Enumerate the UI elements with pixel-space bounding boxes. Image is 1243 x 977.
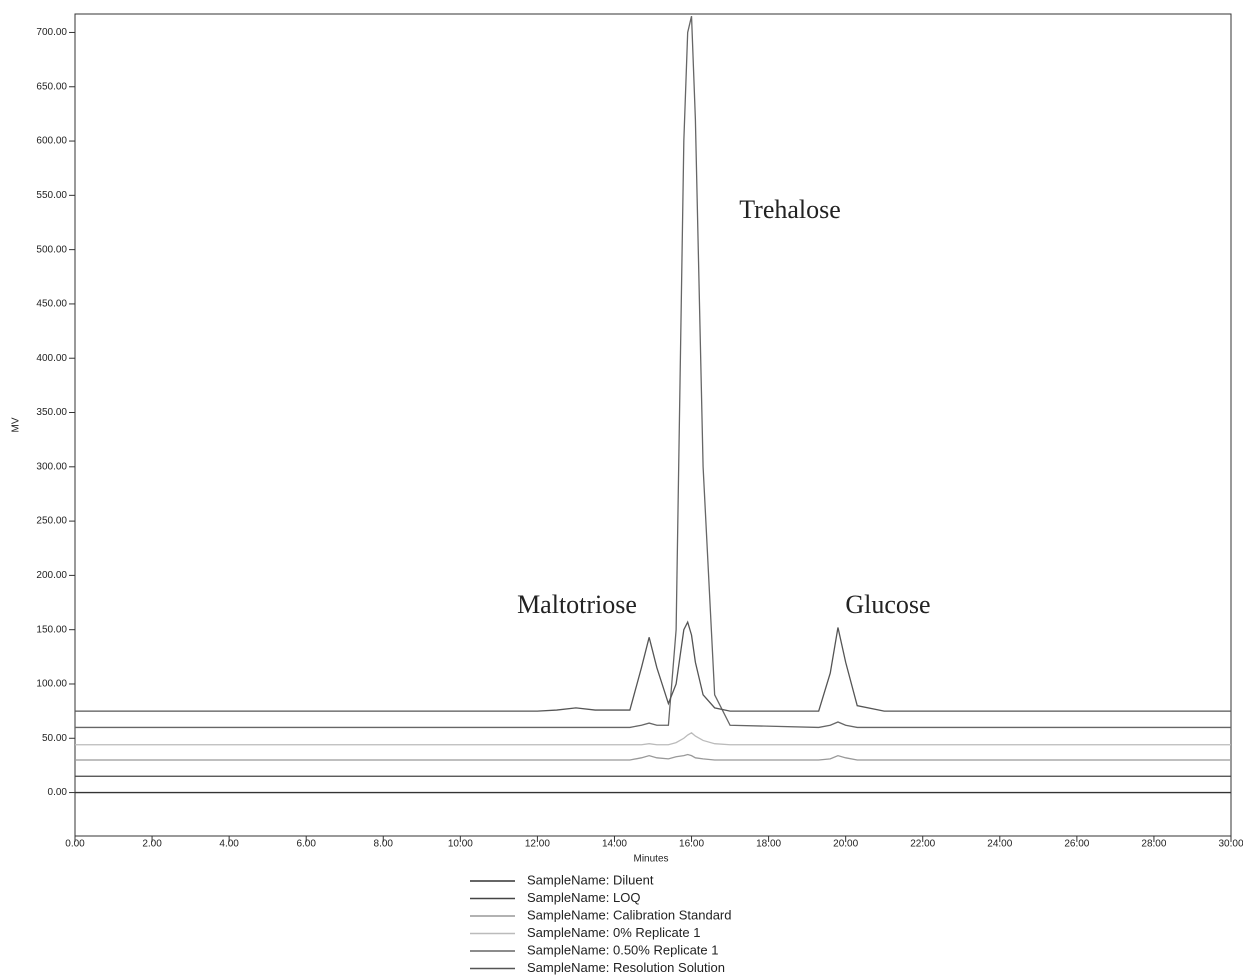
x-axis-label: Minutes bbox=[633, 854, 668, 865]
x-tick-label: 20.00 bbox=[833, 839, 858, 850]
y-tick-label: 350.00 bbox=[36, 407, 67, 418]
x-tick-label: 18.00 bbox=[756, 839, 781, 850]
plot-frame bbox=[74, 13, 1232, 837]
x-tick-label: 24.00 bbox=[987, 839, 1012, 850]
series-line bbox=[75, 16, 1231, 729]
x-tick-label: 30.00 bbox=[1218, 839, 1243, 850]
x-tick-label: 6.00 bbox=[296, 839, 316, 850]
series-line bbox=[75, 620, 1231, 712]
y-tick-label: 0.00 bbox=[48, 787, 68, 798]
y-tick-label: 200.00 bbox=[36, 570, 67, 581]
y-tick-label: 300.00 bbox=[36, 461, 67, 472]
y-tick-label: 50.00 bbox=[42, 733, 67, 744]
x-tick-label: 10.00 bbox=[448, 839, 473, 850]
legend-label: SampleName: 0% Replicate 1 bbox=[527, 925, 700, 940]
y-tick-label: 400.00 bbox=[36, 353, 67, 364]
x-tick-label: 8.00 bbox=[374, 839, 394, 850]
x-tick-label: 28.00 bbox=[1141, 839, 1166, 850]
y-tick-label: 100.00 bbox=[36, 679, 67, 690]
y-tick-label: 250.00 bbox=[36, 516, 67, 527]
series-line bbox=[75, 732, 1231, 746]
x-tick-label: 16.00 bbox=[679, 839, 704, 850]
series-line bbox=[75, 753, 1231, 761]
y-tick-label: 550.00 bbox=[36, 190, 67, 201]
legend-label: SampleName: Diluent bbox=[527, 872, 654, 887]
y-tick-label: 500.00 bbox=[36, 244, 67, 255]
y-tick-label: 150.00 bbox=[36, 624, 67, 635]
legend-label: SampleName: Calibration Standard bbox=[527, 907, 732, 922]
y-axis-label: MV bbox=[11, 417, 22, 432]
x-tick-label: 0.00 bbox=[65, 839, 85, 850]
peak-label: Maltotriose bbox=[517, 590, 637, 619]
peak-label: Glucose bbox=[845, 590, 930, 619]
legend-label: SampleName: Resolution Solution bbox=[527, 960, 725, 975]
x-tick-label: 22.00 bbox=[910, 839, 935, 850]
legend-label: SampleName: LOQ bbox=[527, 890, 640, 905]
x-tick-label: 2.00 bbox=[142, 839, 162, 850]
x-tick-label: 12.00 bbox=[525, 839, 550, 850]
x-tick-label: 4.00 bbox=[219, 839, 239, 850]
legend-label: SampleName: 0.50% Replicate 1 bbox=[527, 942, 719, 957]
x-tick-label: 14.00 bbox=[602, 839, 627, 850]
y-tick-label: 700.00 bbox=[36, 27, 67, 38]
y-tick-label: 600.00 bbox=[36, 136, 67, 147]
x-tick-label: 26.00 bbox=[1064, 839, 1089, 850]
y-tick-label: 650.00 bbox=[36, 81, 67, 92]
peak-label: Trehalose bbox=[739, 195, 841, 224]
y-tick-label: 450.00 bbox=[36, 299, 67, 310]
